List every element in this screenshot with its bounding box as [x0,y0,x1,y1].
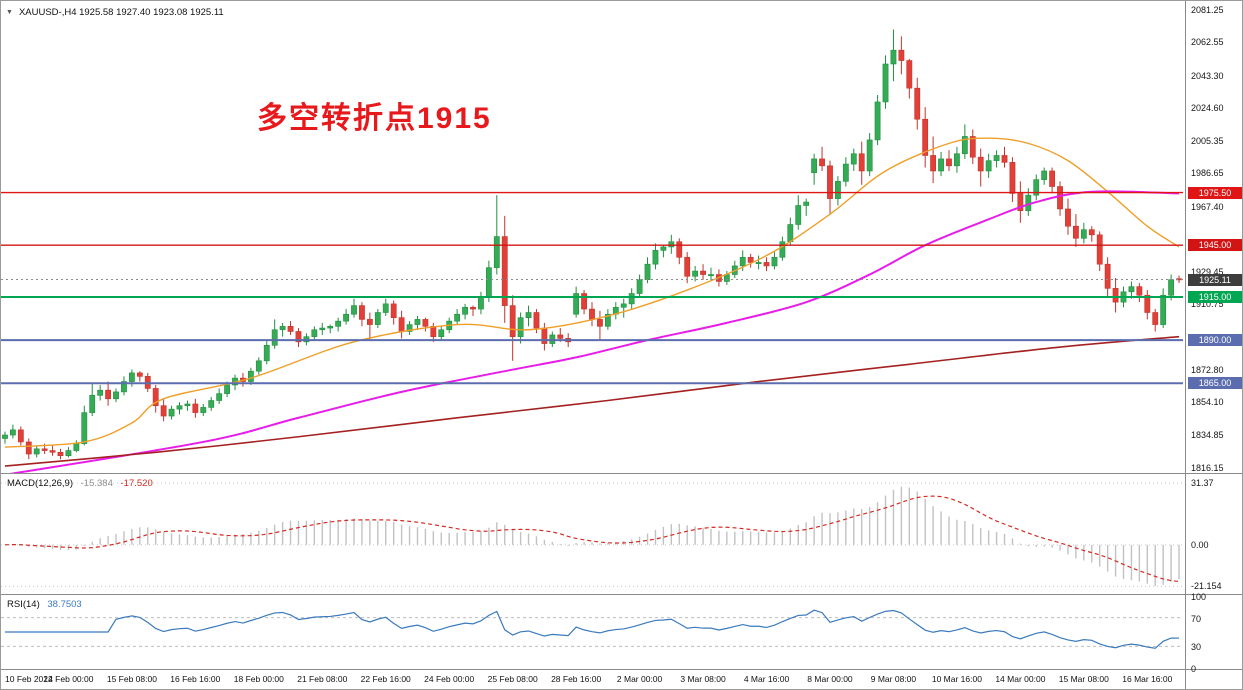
time-tick-label: 15 Feb 08:00 [106,674,157,684]
rsi-axis-label: 0 [1191,664,1197,674]
time-tick-label: 9 Mar 08:00 [870,674,917,684]
macd-axis-label: 0.00 [1191,539,1209,550]
horizontal-lines [1,191,1183,385]
macd-histogram [12,486,1180,587]
price-tick-label: 1872.80 [1191,364,1224,375]
price-level-chip: 1890.00 [1188,334,1242,347]
time-tick-label: 25 Feb 08:00 [487,674,538,684]
time-tick-label: 8 Mar 00:00 [807,674,853,684]
macd-title-row: MACD(12,26,9) -15.384 -17.520 [7,478,153,489]
price-tick-label: 2043.30 [1191,70,1224,81]
time-axis[interactable]: 10 Feb 2022 14 Feb 00:00 15 Feb 08:00 16 Fe… [1,672,1185,689]
macd-axis-label: -21.154 [1191,581,1222,592]
time-tick-label: 16 Feb 16:00 [170,674,221,684]
macd-signal-line [4,495,1180,583]
time-tick-label: 22 Feb 16:00 [360,674,411,684]
rsi-title: RSI(14) [7,599,40,610]
rsi-panel[interactable] [1,596,1185,668]
ma-fast-line [4,137,1180,448]
rsi-line [4,609,1180,649]
ma-medium-line [9,190,1180,473]
macd-panel[interactable] [1,475,1185,593]
price-tick-label: 1986.65 [1191,168,1224,179]
panel-separator-main-macd[interactable] [1,473,1242,474]
macd-grid [1,482,1183,587]
time-tick-label: 14 Mar 00:00 [995,674,1046,684]
time-tick-label: 4 Mar 16:00 [743,674,790,684]
macd-signal-value: -17.520 [120,478,153,489]
price-tick-label: 2081.25 [1191,5,1224,16]
candles [2,29,1182,460]
price-tick-label: 1834.85 [1191,430,1224,441]
price-level-chip: 1865.00 [1188,377,1242,390]
ma-slow-line [4,335,1180,467]
time-tick-label: 28 Feb 16:00 [551,674,602,684]
annotation-text[interactable]: 多空转折点1915 [257,102,492,135]
time-tick-label: 2 Mar 00:00 [616,674,663,684]
price-level-chip: 1915.00 [1188,290,1242,303]
rsi-title-row: RSI(14) 38.7503 [7,599,82,610]
time-tick-label: 10 Mar 16:00 [931,674,982,684]
price-level-chip: 1945.00 [1188,239,1242,252]
price-tick-label: 1816.15 [1191,462,1224,473]
panel-separator-rsi-time [1,669,1242,670]
price-tick-label: 2062.55 [1191,37,1224,48]
time-tick-label: 21 Feb 08:00 [297,674,348,684]
panel-separator-macd-rsi[interactable] [1,594,1242,595]
price-tick-label: 1854.10 [1191,397,1224,408]
rsi-value: 38.7503 [47,599,82,610]
current-price-chip: 1925.11 [1188,273,1242,286]
time-tick-label: 14 Feb 00:00 [43,674,94,684]
price-tick-label: 1910.75 [1191,299,1224,310]
rsi-axis-label: 30 [1191,642,1202,653]
time-tick-label: 15 Mar 08:00 [1058,674,1109,684]
price-chart[interactable] [1,1,1185,473]
price-axis[interactable]: 2081.25 2062.55 2043.30 2024.60 2005.35 1986.… [1188,1,1242,674]
time-tick-label: 24 Feb 00:00 [424,674,475,684]
chart-title: XAUUSD-,H4 1925.58 1927.40 1923.08 1925.… [18,7,224,18]
price-tick-label: 1967.40 [1191,201,1224,212]
time-tick-label: 3 Mar 08:00 [680,674,726,684]
chart-title-row: ▼ XAUUSD-,H4 1925.58 1927.40 1923.08 1925… [6,7,224,18]
rsi-levels [1,617,1183,647]
chart-dropdown-icon[interactable]: ▼ [6,9,13,16]
rsi-axis-label: 70 [1191,613,1202,624]
axis-separator [1185,1,1186,689]
rsi-axis-label: 100 [1191,592,1207,602]
time-tick-label: 18 Feb 00:00 [233,674,284,684]
macd-title: MACD(12,26,9) [7,478,73,489]
time-tick-label: 16 Mar 16:00 [1122,674,1173,684]
macd-main-value: -15.384 [80,478,113,489]
price-tick-label: 2005.35 [1191,136,1224,147]
price-level-chip: 1975.50 [1188,186,1242,199]
price-tick-label: 1929.45 [1191,267,1224,278]
price-tick-label: 2024.60 [1191,102,1224,113]
macd-axis-label: 31.37 [1191,478,1214,489]
time-tick-label: 10 Feb 2022 [5,674,53,684]
